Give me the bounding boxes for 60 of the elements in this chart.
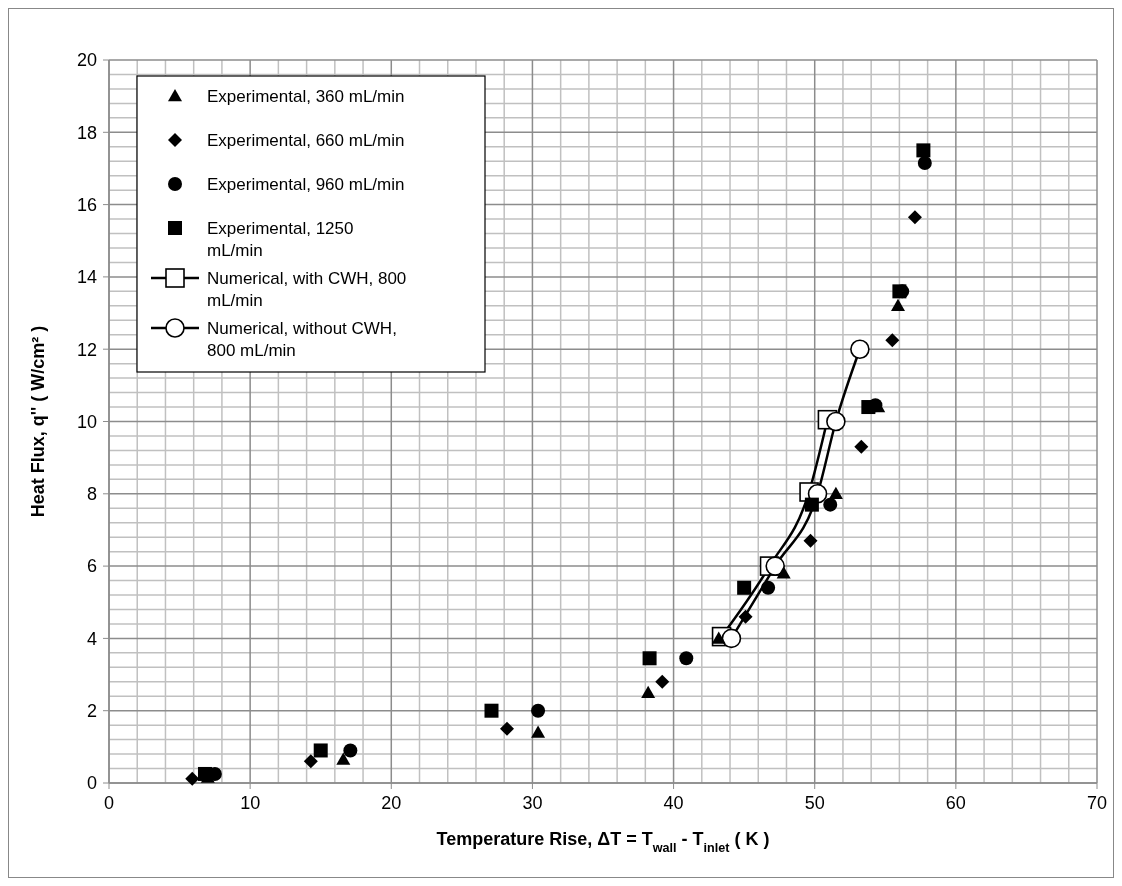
point [679, 651, 694, 666]
legend-label: Numerical, without CWH, 800 mL/min [207, 318, 397, 360]
point [721, 628, 742, 649]
legend-label: Experimental, 660 mL/min [207, 130, 405, 150]
legend-label: Numerical, with CWH, 800 mL/min [207, 268, 407, 310]
point [313, 743, 328, 758]
y-tick-label: 10 [76, 411, 97, 432]
x-tick-label: 20 [381, 793, 402, 813]
x-tick-label: 10 [240, 793, 261, 813]
legend-label: Experimental, 960 mL/min [207, 174, 405, 194]
y-axis-title: Heat Flux, q'' ( W/cm² ) [28, 325, 48, 518]
point [531, 703, 546, 718]
y-tick-label: 20 [76, 50, 97, 71]
y-tick-label: 4 [86, 628, 97, 649]
point [185, 771, 200, 786]
point [765, 556, 785, 576]
point [907, 210, 922, 225]
point [823, 497, 838, 512]
point [803, 533, 818, 548]
point [641, 685, 656, 698]
point [500, 721, 515, 736]
point [761, 580, 776, 595]
y-tick-label: 6 [86, 556, 97, 577]
point [804, 497, 819, 512]
y-tick-label: 18 [76, 122, 97, 143]
point [828, 486, 843, 500]
y-tick-label: 16 [76, 194, 97, 215]
point [890, 298, 905, 312]
point [916, 143, 931, 158]
y-tick-label: 14 [76, 267, 97, 288]
point [854, 439, 869, 454]
legend-label: Experimental, 1250 mL/min [207, 218, 354, 260]
point [737, 580, 752, 595]
x-tick-label: 30 [522, 793, 543, 813]
y-tick-label: 12 [76, 339, 97, 360]
point [197, 766, 212, 781]
point [343, 743, 358, 758]
x-tick-label: 70 [1086, 793, 1108, 813]
point [642, 651, 657, 666]
y-tick-label: 0 [86, 773, 97, 794]
point [850, 339, 870, 359]
x-tick-label: 50 [804, 793, 825, 813]
x-tick-label: 60 [945, 793, 966, 813]
point [885, 333, 900, 348]
x-tick-label: 0 [103, 793, 115, 813]
point [531, 725, 546, 738]
point [917, 156, 932, 171]
point [336, 752, 351, 765]
point [826, 411, 846, 432]
point [738, 609, 753, 624]
legend-label: Experimental, 360 mL/min [207, 86, 405, 106]
point [484, 703, 499, 718]
point [303, 754, 318, 769]
x-axis-title: Temperature Rise, ΔT = T$_{wall}$ - T$_{inlet}$ ( K ) [436, 829, 770, 855]
x-tick-label: 40 [663, 793, 684, 813]
y-tick-label: 2 [86, 701, 97, 721]
point [861, 400, 876, 415]
point [776, 566, 791, 579]
point [655, 674, 670, 689]
y-tick-label: 8 [86, 484, 97, 505]
